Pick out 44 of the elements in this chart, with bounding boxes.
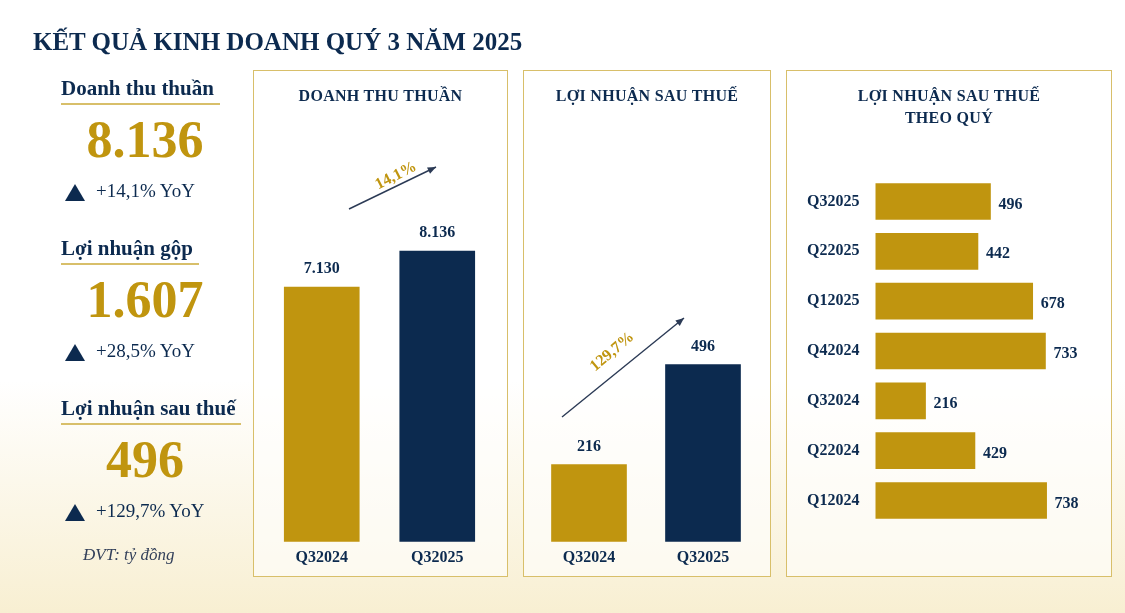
- chart-title: DOANH THU THUẦN: [297, 85, 464, 106]
- y-tick-label: Q22024: [806, 440, 860, 458]
- data-label: 216: [577, 436, 601, 454]
- y-tick-label: Q32024: [806, 390, 860, 408]
- data-label: 7.130: [303, 259, 340, 277]
- chart-title: LỢI NHUẬN SAU THUẾ: [554, 85, 740, 107]
- text: 496: [105, 430, 185, 490]
- text: Lợi nhuận gộp: [61, 236, 199, 265]
- text: 1.607: [85, 270, 205, 330]
- bar: [875, 183, 991, 220]
- text: +129,7% YoY: [96, 500, 205, 522]
- y-tick-label: Q12025: [806, 291, 860, 309]
- data-label: 216: [933, 393, 958, 411]
- bar: [875, 382, 926, 420]
- y-tick-label: Q12024: [806, 490, 860, 508]
- bar: [875, 482, 1047, 519]
- bar: [875, 282, 1034, 320]
- x-tick-label: Q32025: [676, 547, 730, 565]
- x-tick-label: Q32024: [295, 547, 348, 565]
- data-label: 442: [985, 244, 1010, 262]
- x-tick-label: Q32024: [562, 547, 616, 565]
- data-label: 496: [998, 194, 1023, 212]
- y-tick-label: Q32025: [806, 191, 860, 209]
- data-label: 733: [1053, 344, 1078, 362]
- bar: [875, 332, 1046, 370]
- x-tick-label: Q32025: [411, 547, 464, 565]
- text: +14,1% YoY: [96, 180, 195, 202]
- bar: [875, 233, 979, 270]
- data-label: 496: [691, 336, 715, 354]
- text: Doanh thu thuần: [61, 76, 220, 105]
- text: ĐVT: tỷ đồng: [83, 545, 175, 565]
- text: 8.136: [85, 110, 205, 170]
- y-tick-label: Q42024: [806, 341, 860, 359]
- text: 14,1%: [372, 157, 420, 194]
- y-tick-label: Q22025: [806, 241, 860, 259]
- text: KẾT QUẢ KINH DOANH QUÝ 3 NĂM 2025: [33, 28, 523, 56]
- data-label: 8.136: [419, 223, 456, 241]
- data-label: 678: [1040, 294, 1065, 312]
- data-label: 429: [982, 443, 1007, 461]
- text: +28,5% YoY: [96, 340, 195, 362]
- text: Lợi nhuận sau thuế: [61, 396, 242, 425]
- bar: [875, 432, 976, 469]
- chart-title: LỢI NHUẬN SAU THUẾ THEO QUÝ: [856, 85, 1042, 128]
- data-label: 738: [1054, 493, 1079, 511]
